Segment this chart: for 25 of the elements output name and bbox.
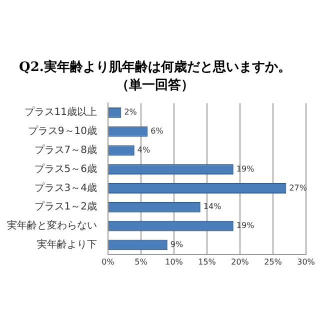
y-tick-label: プラス7～8歳: [34, 144, 97, 156]
x-tick-label: 30%: [297, 257, 316, 266]
y-tick-label: 実年齢と変わらない: [7, 220, 97, 232]
y-tick-label: プラス5～6歳: [34, 162, 97, 175]
data-label: 4%: [137, 146, 150, 155]
data-label: 2%: [124, 108, 138, 117]
data-label: 19%: [236, 221, 255, 230]
x-tick-label: 20%: [231, 257, 250, 266]
data-label: 6%: [150, 126, 164, 136]
data-label: 27%: [289, 183, 308, 192]
data-label: 19%: [236, 164, 255, 174]
data-label: 14%: [203, 202, 222, 212]
y-tick-label: プラス1～2歳: [34, 200, 97, 213]
x-tick-label: 10%: [165, 257, 184, 266]
x-tick-label: 25%: [264, 257, 282, 266]
x-tick-label: 15%: [198, 257, 216, 266]
y-tick-label: プラス9～10歳: [28, 125, 97, 138]
y-tick-label: プラス11歳以上: [24, 106, 97, 118]
x-tick-label: 5%: [134, 257, 148, 266]
chart-subtitle: （単一回答）: [116, 78, 194, 93]
y-tick-label: 実年齢より下: [37, 238, 97, 251]
chart-title: Q2.実年齢より肌年齢は何歳だと思いますか。: [19, 59, 291, 76]
x-tick-label: 0%: [102, 257, 115, 266]
data-label: 9%: [170, 240, 184, 250]
y-tick-label: プラス3～4歳: [34, 182, 97, 194]
